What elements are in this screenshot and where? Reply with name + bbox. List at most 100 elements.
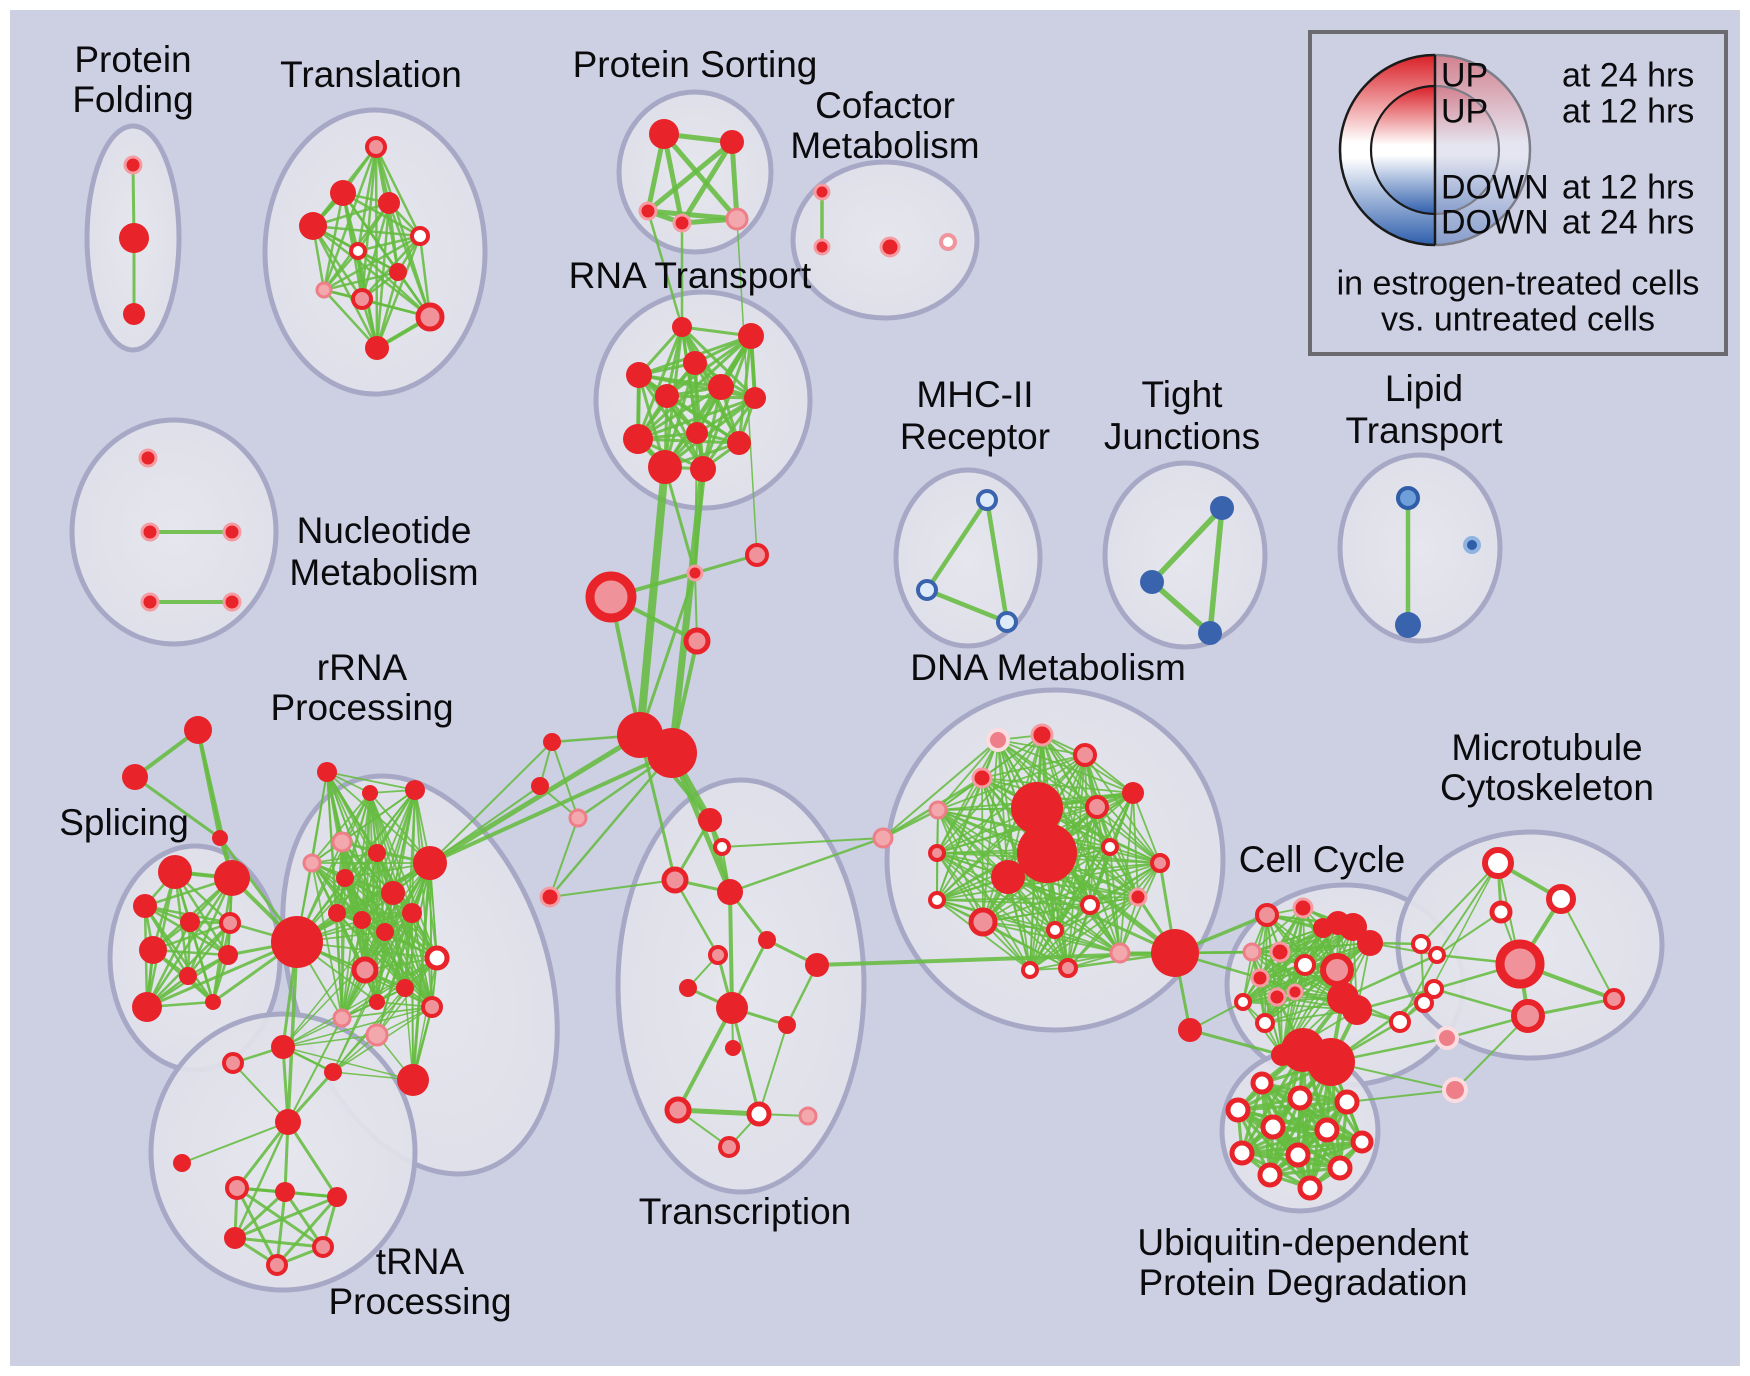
gene-node	[1286, 983, 1304, 1001]
gene-node	[1017, 823, 1077, 883]
gene-node	[1285, 1142, 1311, 1168]
interaction-edge	[233, 1195, 339, 1240]
interaction-edge	[729, 139, 740, 222]
interaction-edge	[311, 852, 378, 864]
interaction-edge	[211, 876, 234, 1004]
gene-node	[1260, 1114, 1286, 1140]
interaction-edge	[235, 1186, 325, 1249]
interaction-edge	[1109, 846, 1139, 898]
gene-node	[813, 238, 831, 256]
interaction-edge	[646, 209, 684, 329]
interaction-edge	[233, 1190, 287, 1240]
interaction-edge	[1067, 862, 1161, 969]
gene-node	[1250, 968, 1270, 988]
interaction-edge	[1132, 792, 1139, 898]
gene-node	[173, 1154, 191, 1172]
interaction-edge	[984, 497, 1010, 625]
interaction-edge	[636, 463, 669, 739]
interaction-edge	[676, 1006, 734, 1112]
interaction-edge	[936, 777, 983, 901]
gene-node	[1178, 1018, 1202, 1042]
gene-node	[123, 155, 143, 175]
interaction-edge	[428, 751, 674, 865]
gene-node	[727, 431, 751, 455]
interaction-edge	[375, 234, 422, 350]
interaction-edge	[1096, 806, 1161, 864]
interaction-edge	[637, 373, 757, 400]
interaction-edge	[235, 1186, 279, 1267]
interaction-edge	[997, 739, 1098, 808]
gene-node	[686, 564, 704, 582]
gene-node	[330, 180, 356, 206]
interaction-edge	[286, 940, 299, 1124]
interaction-edge	[694, 432, 698, 574]
gene-node	[1101, 838, 1119, 856]
gene-node	[716, 992, 748, 1024]
gene-node	[1128, 887, 1148, 907]
gene-node	[531, 777, 549, 795]
interaction-edge	[282, 957, 438, 1048]
gene-node	[376, 923, 394, 941]
interaction-edge	[1119, 862, 1161, 954]
gene-node	[410, 226, 430, 246]
interaction-edge	[311, 224, 432, 319]
gene-node	[717, 879, 743, 905]
gene-node	[1357, 930, 1383, 956]
gene-node	[1327, 1155, 1353, 1181]
interaction-edge	[282, 1046, 414, 1081]
interaction-edge	[145, 940, 299, 1009]
interaction-edge	[287, 1017, 343, 1123]
interaction-edge	[1281, 907, 1304, 1056]
interaction-edge	[235, 1120, 290, 1190]
interaction-edge	[636, 385, 723, 441]
gene-node	[218, 945, 238, 965]
gene-node	[698, 808, 722, 832]
gene-node	[415, 302, 445, 332]
gene-node	[720, 130, 744, 154]
gene-node	[1225, 1097, 1251, 1123]
gene-node	[1546, 884, 1576, 914]
interaction-edge	[661, 131, 740, 222]
gene-node	[184, 716, 212, 744]
gene-node	[1350, 1130, 1374, 1154]
gene-node	[1342, 995, 1372, 1025]
gene-node	[664, 1096, 692, 1124]
gene-node	[623, 424, 653, 454]
gene-node	[1287, 1085, 1313, 1111]
gene-node	[648, 450, 682, 484]
gene-node	[672, 213, 692, 233]
interaction-edge	[376, 862, 431, 1036]
gene-node	[928, 800, 948, 820]
gene-node	[1257, 1162, 1283, 1188]
gene-node	[140, 522, 160, 542]
gene-node	[725, 1040, 741, 1056]
interaction-edge	[1054, 929, 1121, 954]
gene-node	[219, 912, 241, 934]
gene-node	[205, 994, 221, 1010]
interaction-edge	[679, 139, 735, 226]
gene-node	[275, 1182, 295, 1202]
gene-node	[1292, 897, 1314, 919]
gene-node	[368, 844, 386, 862]
interaction-edge	[1149, 505, 1225, 585]
interaction-edge	[636, 325, 684, 441]
interaction-edge	[638, 733, 677, 882]
gene-node	[405, 780, 425, 800]
interaction-edge	[1436, 862, 1499, 956]
gene-node	[351, 288, 373, 310]
gene-node	[351, 956, 379, 984]
gene-node	[738, 323, 764, 349]
gene-node	[539, 886, 561, 908]
gene-node	[349, 242, 367, 260]
gene-node	[798, 1106, 818, 1126]
gene-node	[1151, 929, 1199, 977]
interaction-edge	[336, 852, 378, 914]
gene-node	[336, 869, 354, 887]
gene-node	[365, 336, 389, 360]
gene-node	[421, 996, 443, 1018]
interaction-edge	[411, 912, 414, 1081]
gene-node	[1122, 782, 1144, 804]
gene-node	[140, 592, 160, 612]
gene-node	[315, 281, 333, 299]
